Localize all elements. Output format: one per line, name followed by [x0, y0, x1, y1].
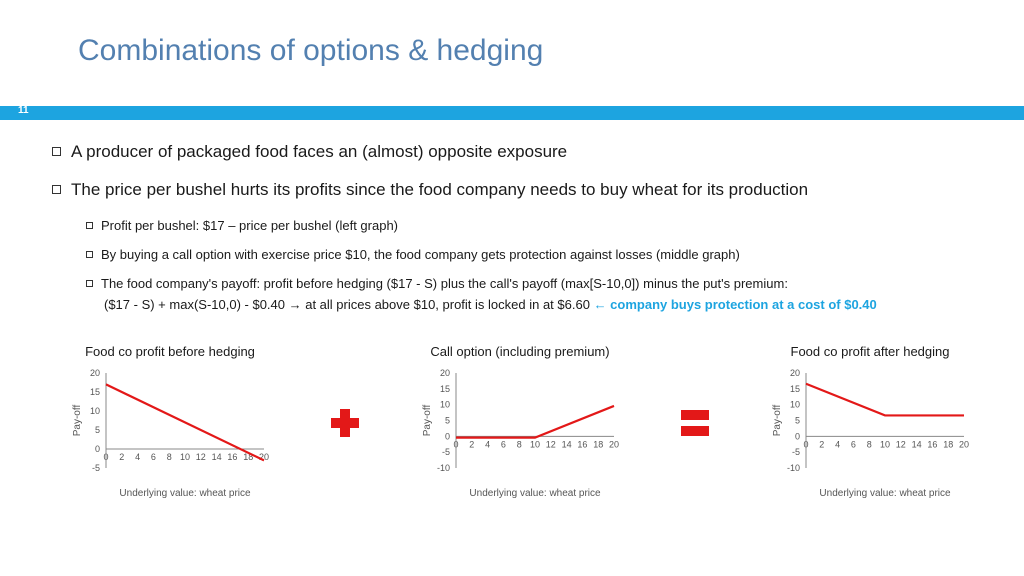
svg-text:Pay-off: Pay-off — [72, 405, 83, 437]
svg-text:0: 0 — [445, 431, 450, 441]
chart-3-block: Food co profit after hedging -10 -5 0 5 10 15… — [770, 344, 970, 502]
svg-text:5: 5 — [95, 425, 100, 435]
svg-text:Underlying value: wheat price: Underlying value: wheat price — [819, 488, 951, 499]
svg-text:5: 5 — [445, 416, 450, 426]
svg-text:14: 14 — [562, 439, 572, 449]
svg-text:18: 18 — [593, 439, 603, 449]
svg-text:12: 12 — [546, 439, 556, 449]
svg-text:10: 10 — [90, 406, 100, 416]
svg-text:2: 2 — [119, 452, 124, 462]
svg-text:12: 12 — [896, 439, 906, 449]
chart-3-title: Food co profit after hedging — [791, 344, 950, 359]
svg-text:0: 0 — [95, 444, 100, 454]
svg-text:5: 5 — [795, 416, 800, 426]
svg-text:12: 12 — [196, 452, 206, 462]
svg-text:10: 10 — [180, 452, 190, 462]
svg-text:8: 8 — [867, 439, 872, 449]
svg-text:-10: -10 — [787, 463, 800, 473]
svg-text:Underlying value: wheat price: Underlying value: wheat price — [119, 488, 251, 499]
svg-text:14: 14 — [912, 439, 922, 449]
svg-text:20: 20 — [790, 368, 800, 378]
svg-text:15: 15 — [440, 384, 450, 394]
page-number: 11 — [18, 105, 29, 116]
svg-text:-5: -5 — [442, 447, 450, 457]
svg-text:6: 6 — [501, 439, 506, 449]
svg-text:10: 10 — [440, 400, 450, 410]
sub-bullet-1: Profit per bushel: $17 – price per bushe… — [86, 218, 972, 233]
chart-3-svg: -10-50510152002468101214161820Pay-offUnd… — [770, 367, 970, 502]
bullet-1: A producer of packaged food faces an (al… — [52, 142, 972, 162]
svg-text:15: 15 — [90, 387, 100, 397]
bullet-list: A producer of packaged food faces an (al… — [52, 142, 972, 330]
chart-1-block: Food co profit before hedging -5 0 5 10 15 20… — [70, 344, 270, 502]
sub-bullet-2: By buying a call option with exercise pr… — [86, 247, 972, 262]
svg-text:16: 16 — [927, 439, 937, 449]
svg-text:Pay-off: Pay-off — [772, 405, 783, 437]
svg-text:15: 15 — [790, 384, 800, 394]
svg-text:8: 8 — [517, 439, 522, 449]
bullet-text: Profit per bushel: $17 – price per bushe… — [101, 218, 398, 233]
formula-text: ($17 - S) + max(S-10,0) - $0.40 → at all… — [104, 297, 594, 312]
chart-2-svg: -10-50510152002468101214161820Pay-offUnd… — [420, 367, 620, 502]
bullet-marker — [86, 222, 93, 229]
svg-text:4: 4 — [135, 452, 140, 462]
svg-text:16: 16 — [577, 439, 587, 449]
chart-2-block: Call option (including premium) -10 -5 0 5 1… — [420, 344, 620, 502]
accent-bar — [0, 106, 1024, 120]
charts-row: Food co profit before hedging -505101520… — [70, 344, 970, 502]
svg-text:6: 6 — [851, 439, 856, 449]
svg-text:10: 10 — [790, 400, 800, 410]
svg-text:18: 18 — [943, 439, 953, 449]
plus-icon — [331, 409, 359, 437]
bullet-2: The price per bushel hurts its profits s… — [52, 180, 972, 200]
svg-text:10: 10 — [880, 439, 890, 449]
svg-text:6: 6 — [151, 452, 156, 462]
svg-text:20: 20 — [440, 368, 450, 378]
chart-1-title: Food co profit before hedging — [85, 344, 255, 359]
equals-icon — [681, 410, 709, 436]
bullet-text: The price per bushel hurts its profits s… — [71, 180, 808, 200]
svg-text:16: 16 — [227, 452, 237, 462]
bullet-marker — [52, 147, 61, 156]
svg-text:-5: -5 — [792, 447, 800, 457]
bullet-marker — [52, 185, 61, 194]
svg-text:20: 20 — [959, 439, 969, 449]
bullet-marker — [86, 251, 93, 258]
svg-text:4: 4 — [835, 439, 840, 449]
svg-text:-5: -5 — [92, 463, 100, 473]
svg-text:20: 20 — [90, 368, 100, 378]
svg-text:Pay-off: Pay-off — [422, 405, 433, 437]
chart-2-title: Call option (including premium) — [430, 344, 609, 359]
svg-text:0: 0 — [795, 431, 800, 441]
sub-bullet-3: The food company's payoff: profit before… — [86, 276, 972, 291]
bullet-marker — [86, 280, 93, 287]
bullet-text: The food company's payoff: profit before… — [101, 276, 788, 291]
sub-bullet-3b: ($17 - S) + max(S-10,0) - $0.40 → at all… — [104, 297, 972, 312]
svg-text:8: 8 — [167, 452, 172, 462]
bullet-text: A producer of packaged food faces an (al… — [71, 142, 567, 162]
svg-text:-10: -10 — [437, 463, 450, 473]
highlight-text: ← company buys protection at a cost of $… — [594, 297, 877, 312]
svg-text:2: 2 — [819, 439, 824, 449]
chart-1-svg: -50510152002468101214161820Pay-offUnderl… — [70, 367, 270, 502]
page-title: Combinations of options & hedging — [78, 34, 543, 68]
svg-text:20: 20 — [259, 452, 269, 462]
svg-text:20: 20 — [609, 439, 619, 449]
bullet-text: By buying a call option with exercise pr… — [101, 247, 740, 262]
svg-text:4: 4 — [485, 439, 490, 449]
svg-text:10: 10 — [530, 439, 540, 449]
svg-text:2: 2 — [469, 439, 474, 449]
svg-text:14: 14 — [212, 452, 222, 462]
svg-text:Underlying value: wheat price: Underlying value: wheat price — [469, 488, 601, 499]
